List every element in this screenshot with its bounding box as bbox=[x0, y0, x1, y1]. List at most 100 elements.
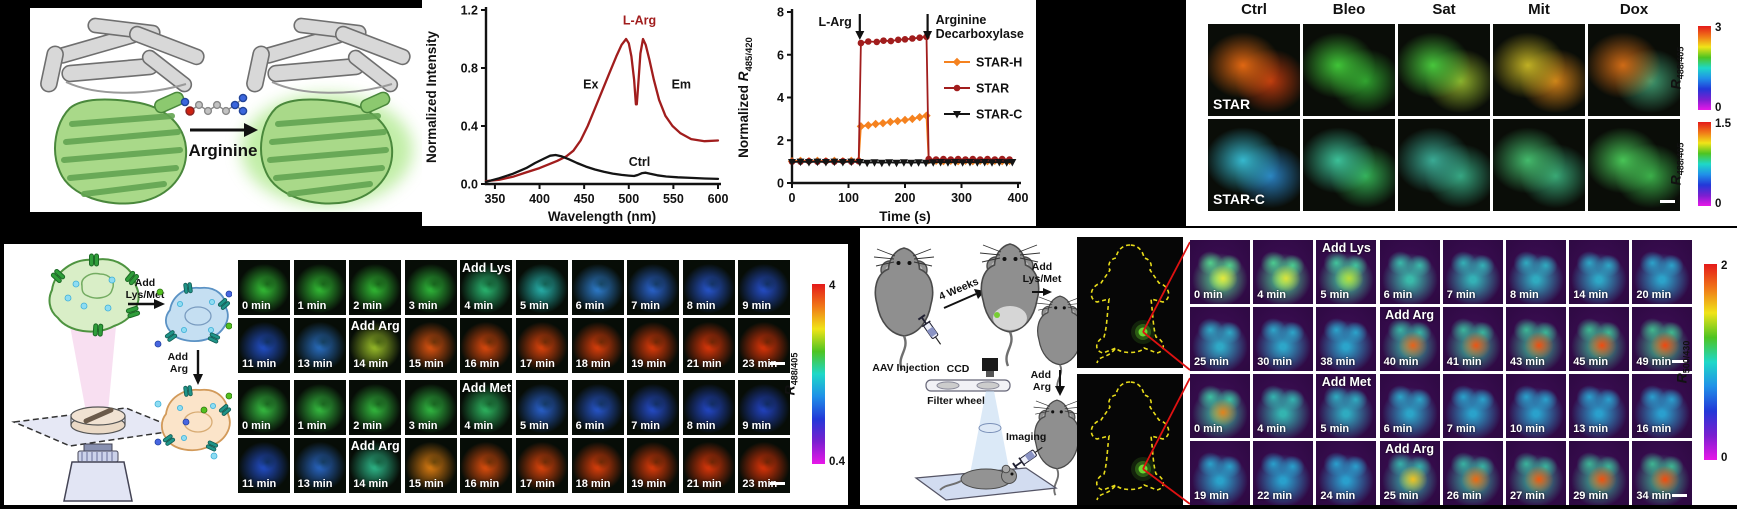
colorbar-star-c-label: R488/405 bbox=[1667, 142, 1686, 186]
colorbar-star-gradient bbox=[1698, 26, 1711, 110]
event-label: Add Met bbox=[461, 381, 512, 395]
drug-micrograph bbox=[1398, 119, 1490, 211]
frame-timestamp: 5 min bbox=[520, 420, 549, 432]
panel-invivo-imaging: AAV Injection 4 Weeks Add Lys/Met bbox=[860, 228, 1737, 505]
frame-timestamp: 0 min bbox=[242, 420, 271, 432]
svg-text:Em: Em bbox=[672, 77, 691, 91]
micrograph-frame: 16 min bbox=[460, 438, 513, 493]
frame-timestamp: 30 min bbox=[1257, 356, 1293, 368]
frame-timestamp: 4 min bbox=[464, 420, 494, 432]
svg-text:6: 6 bbox=[777, 48, 784, 62]
micrograph-frame: 19 min bbox=[1190, 441, 1250, 505]
kinetics-chart: 0 100 200 300 400 0 2 4 6 8 Time (s) Normalized R48… bbox=[736, 6, 1029, 225]
svg-text:0: 0 bbox=[777, 177, 784, 191]
anesthetized-mouse bbox=[939, 464, 1017, 491]
frame-timestamp: 2 min bbox=[353, 300, 382, 312]
colorbar-cells-max: 4 bbox=[829, 280, 836, 292]
cell-resting bbox=[48, 253, 141, 337]
frame-timestamp: 0 min bbox=[1194, 423, 1223, 435]
scale-bar bbox=[1672, 494, 1688, 497]
colorbar-star-c-min: 0 bbox=[1715, 198, 1722, 210]
cell-lysmet bbox=[154, 281, 232, 348]
frame-timestamp: 1 min bbox=[297, 300, 327, 312]
micrograph-frame: 6 min bbox=[1379, 240, 1440, 304]
frame-timestamp: 3 min bbox=[408, 300, 438, 312]
micrograph-frame: 20 min bbox=[1632, 240, 1693, 304]
frame-timestamp: 38 min bbox=[1320, 356, 1356, 368]
colorbar-cells-label: R488/405 bbox=[781, 352, 800, 396]
micrograph-frame: 5 min Add Met bbox=[1316, 374, 1377, 438]
drug-micrograph: STAR bbox=[1208, 24, 1300, 116]
event-label: Add Arg bbox=[1385, 442, 1435, 456]
micrograph-frame: 21 min bbox=[682, 318, 735, 373]
lens-icon bbox=[978, 423, 1002, 433]
micrograph-frame: 21 min bbox=[682, 438, 735, 493]
frame-timestamp: 5 min bbox=[520, 300, 549, 312]
frame-timestamp: 19 min bbox=[1194, 490, 1229, 502]
svg-text:350: 350 bbox=[484, 192, 505, 206]
micrograph-frame: 25 min Add Arg bbox=[1379, 441, 1440, 505]
frame-timestamp: 49 min bbox=[1636, 356, 1672, 368]
drug-column-header: Ctrl bbox=[1241, 1, 1267, 18]
micrograph-frame: 40 min Add Arg bbox=[1379, 307, 1440, 371]
micrograph-frame: 4 min bbox=[1253, 240, 1314, 304]
frame-timestamp: 14 min bbox=[353, 358, 389, 370]
micrograph-frame: 38 min bbox=[1316, 307, 1377, 371]
micrograph-frame: 0 min bbox=[1190, 374, 1250, 438]
frame-timestamp: 1 min bbox=[297, 420, 327, 432]
micrograph-frame: 3 min bbox=[404, 260, 457, 315]
colorbar-star-min: 0 bbox=[1715, 102, 1722, 114]
svg-text:STAR: STAR bbox=[976, 82, 1009, 96]
micrograph-frame: 9 min bbox=[738, 380, 791, 435]
panel-spectra-chart: 350 400 450 500 550 600 0.0 0.4 0.8 1.2 Wavelength… bbox=[422, 0, 734, 226]
frame-timestamp: 20 min bbox=[1636, 289, 1672, 301]
micrograph-frame: 6 min bbox=[571, 260, 624, 315]
micrograph-frame: 23 min bbox=[738, 318, 791, 373]
frame-timestamp: 15 min bbox=[408, 358, 444, 370]
frame-timestamp: 13 min bbox=[297, 478, 333, 490]
addlysmet-arrow bbox=[1032, 288, 1052, 296]
frame-timestamp: 6 min bbox=[575, 420, 605, 432]
svg-text:400: 400 bbox=[1008, 191, 1029, 205]
colorbar-cells-min: 0.4 bbox=[829, 456, 845, 468]
colorbar-star: R488/405 3 0 bbox=[1667, 22, 1734, 114]
mouse-experiment-schematic: AAV Injection 4 Weeks Add Lys/Met bbox=[872, 242, 1078, 501]
micrograph-frame: 2 min bbox=[349, 260, 402, 315]
frame-timestamp: 17 min bbox=[520, 478, 555, 490]
colorbar-invivo-label: R500/430 bbox=[1673, 340, 1692, 384]
micrograph-frame: 11 min bbox=[238, 438, 290, 493]
svg-text:300: 300 bbox=[951, 191, 972, 205]
aav-injection-label: AAV Injection bbox=[872, 362, 939, 374]
colorbar-invivo: R500/430 2 0 bbox=[1673, 260, 1737, 464]
frame-timestamp: 11 min bbox=[242, 358, 277, 370]
colorbar-star-c-max: 1.5 bbox=[1715, 118, 1731, 130]
mouse-add-lysmet-2: Lys/Met bbox=[1023, 273, 1062, 285]
micrograph-frame: 23 min bbox=[738, 438, 791, 493]
micrograph-frame: 0 min bbox=[238, 380, 290, 435]
panel-kinetics-chart: 0 100 200 300 400 0 2 4 6 8 Time (s) Normalized R48… bbox=[734, 0, 1036, 226]
light-cone bbox=[70, 326, 116, 412]
objective-lens bbox=[63, 443, 133, 502]
micrograph-frame: 25 min bbox=[1190, 307, 1250, 371]
colorbar-invivo-max: 2 bbox=[1721, 260, 1728, 272]
svg-text:STAR-C: STAR-C bbox=[976, 108, 1022, 122]
frame-timestamp: 21 min bbox=[686, 478, 722, 490]
micrograph-frame: 4 min Add Lys bbox=[460, 260, 513, 315]
whole-mouse-image-met bbox=[1077, 374, 1183, 505]
svg-text:L-Arg: L-Arg bbox=[818, 15, 851, 29]
culture-dish bbox=[70, 406, 126, 435]
protein-structure-drawing: Arginine bbox=[30, 8, 422, 212]
micrograph-frame: 30 min bbox=[1253, 307, 1314, 371]
drug-micrograph bbox=[1493, 24, 1585, 116]
colorbar-cells: R488/405 4 0.4 bbox=[781, 280, 848, 468]
micrograph-frame: 14 min bbox=[1569, 240, 1630, 304]
micrograph-frame: 13 min bbox=[1569, 374, 1630, 438]
frame-timestamp: 4 min bbox=[1257, 423, 1286, 435]
micrograph-frame: 6 min bbox=[1379, 374, 1440, 438]
mouse-injected bbox=[872, 246, 936, 372]
frame-timestamp: 2 min bbox=[353, 420, 382, 432]
scale-bar bbox=[770, 482, 786, 485]
svg-text:1.2: 1.2 bbox=[461, 4, 478, 18]
frame-timestamp: 0 min bbox=[1194, 289, 1223, 301]
drug-column-header: Bleo bbox=[1332, 1, 1366, 18]
